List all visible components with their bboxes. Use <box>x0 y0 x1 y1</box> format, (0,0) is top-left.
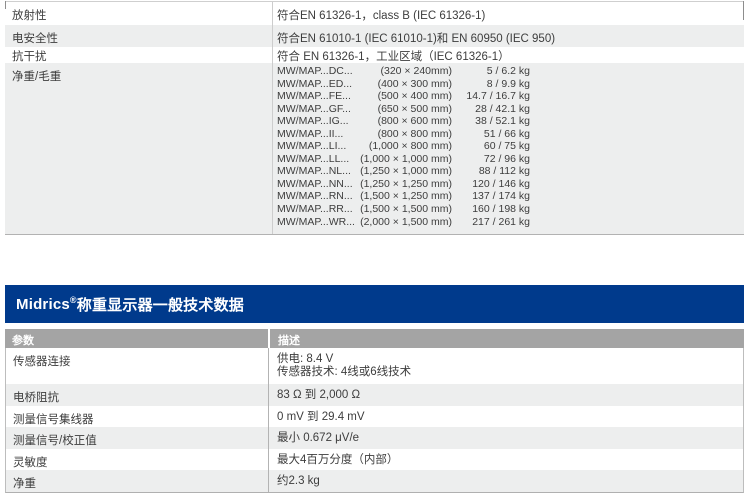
param-cell: 净重/毛重 <box>12 71 62 83</box>
model-size: (800 × 600 mm) <box>377 115 452 128</box>
model-size: (650 × 500 mm) <box>377 102 452 115</box>
desc-cell: 0 mV 到 29.4 mV <box>277 411 365 423</box>
model-weight-line: MW/MAP...ED... (400 × 300 mm) 8 / 9.9 kg <box>277 78 738 91</box>
desc-line: 传感器技术: 4线或6线技术 <box>277 366 412 378</box>
section-title-bar: Midrics ® 称重显示器一般技术数据 <box>5 285 744 323</box>
model-weight: 217 / 261 kg <box>472 215 530 228</box>
desc-cell: 最小 0.672 μV/e <box>277 432 360 444</box>
param-cell: 电安全性 <box>12 33 58 45</box>
table-row: 电桥阻抗 83 Ω 到 2,000 Ω <box>6 384 743 406</box>
param-cell: 放射性 <box>12 10 47 22</box>
table-row: 抗干扰 符合 EN 61326-1，工业区域（IEC 61326-1） <box>5 47 744 63</box>
table-row: 电安全性 符合EN 61010-1 (IEC 61010-1)和 EN 6095… <box>5 25 744 47</box>
param-cell: 传感器连接 <box>13 356 71 368</box>
upper-spec-table: 放射性 符合EN 61326-1，class B (IEC 61326-1) 电… <box>5 1 744 235</box>
model-size: (320 × 240mm) <box>380 65 453 77</box>
model-weight: 120 / 146 kg <box>472 177 530 190</box>
model-weight: 28 / 42.1 kg <box>475 102 530 115</box>
table-row: 放射性 符合EN 61326-1，class B (IEC 61326-1) <box>5 2 744 25</box>
model-name: MW/MAP...LL... <box>277 152 350 165</box>
table-row: 净重 约2.3 kg <box>6 470 743 492</box>
desc-cell: 符合EN 61326-1，class B (IEC 61326-1) <box>277 10 486 22</box>
model-weight: 72 / 96 kg <box>483 152 530 165</box>
column-divider <box>272 2 273 234</box>
model-name: MW/MAP...LI... <box>277 140 347 153</box>
model-name: MW/MAP...II... <box>277 127 344 140</box>
column-header-param: 参数 <box>12 335 34 347</box>
model-size: (400 × 300 mm) <box>377 77 452 90</box>
model-weight-line: MW/MAP...LL... (1,000 × 1,000 mm) 72 / 9… <box>277 153 738 166</box>
model-size: (2,000 × 1,500 mm) <box>360 215 452 228</box>
model-size: (1,000 × 1,000 mm) <box>360 152 452 165</box>
param-cell: 净重 <box>13 478 36 490</box>
model-weight-line: MW/MAP...NL... (1,250 × 1,000 mm) 88 / 1… <box>277 165 738 178</box>
desc-line: 供电: 8.4 V <box>277 353 334 365</box>
model-name: MW/MAP...NN... <box>277 177 353 190</box>
model-weight: 38 / 52.1 kg <box>475 115 530 128</box>
column-header-row: 参数 描述 <box>5 329 744 348</box>
weight-table-row: 净重/毛重 MW/MAP...DC... (320 × 240mm) 5 / 6… <box>5 63 744 234</box>
model-weight-line: MW/MAP...LI... (1,000 × 800 mm) 60 / 75 … <box>277 140 738 153</box>
model-weight-line: MW/MAP...IG... (800 × 600 mm) 38 / 52.1 … <box>277 115 738 128</box>
desc-cell: 83 Ω 到 2,000 Ω <box>277 389 361 401</box>
model-weight-line: MW/MAP...FE... (500 × 400 mm) 14.7 / 16.… <box>277 90 738 103</box>
param-cell: 抗干扰 <box>12 51 47 63</box>
model-weight-line: MW/MAP...II... (800 × 800 mm) 51 / 66 kg <box>277 128 738 141</box>
model-name: MW/MAP...WR... <box>277 215 355 228</box>
model-weight: 160 / 198 kg <box>472 203 530 216</box>
model-name: MW/MAP...NL... <box>277 165 351 178</box>
weight-list: MW/MAP...DC... (320 × 240mm) 5 / 6.2 kg … <box>272 63 744 234</box>
model-name: MW/MAP...DC... <box>277 65 353 77</box>
desc-cell: 供电: 8.4 V 传感器技术: 4线或6线技术 <box>268 348 743 384</box>
section-title-brand: Midrics <box>16 295 70 313</box>
desc-cell: 约2.3 kg <box>277 475 320 487</box>
model-weight-line: MW/MAP...WR... (2,000 × 1,500 mm) 217 / … <box>277 216 738 229</box>
table-row: 传感器连接 供电: 8.4 V 传感器技术: 4线或6线技术 <box>6 348 743 384</box>
model-weight: 137 / 174 kg <box>472 190 530 203</box>
model-weight-line: MW/MAP...RN... (1,500 × 1,250 mm) 137 / … <box>277 190 738 203</box>
model-weight: 51 / 66 kg <box>483 127 530 140</box>
lower-spec-table: 传感器连接 供电: 8.4 V 传感器技术: 4线或6线技术 电桥阻抗 83 Ω… <box>5 348 744 493</box>
model-weight: 88 / 112 kg <box>478 165 530 178</box>
desc-cell: 符合 EN 61326-1，工业区域（IEC 61326-1） <box>277 51 510 63</box>
param-cell: 灵敏度 <box>13 457 48 469</box>
column-header-desc: 描述 <box>268 329 744 348</box>
table-row: 测量信号集线器 0 mV 到 29.4 mV <box>6 406 743 427</box>
model-name: MW/MAP...GF... <box>277 102 351 115</box>
table-row: 测量信号/校正值 最小 0.672 μV/e <box>6 427 743 449</box>
model-size: (1,500 × 1,500 mm) <box>360 203 452 216</box>
model-weight: 60 / 75 kg <box>483 140 530 153</box>
model-weight: 5 / 6.2 kg <box>486 65 530 77</box>
model-weight-line: MW/MAP...NN... (1,250 × 1,250 mm) 120 / … <box>277 178 738 191</box>
section-title-text: 称重显示器一般技术数据 <box>76 296 244 314</box>
param-cell: 测量信号/校正值 <box>13 435 97 447</box>
model-name: MW/MAP...FE... <box>277 90 351 103</box>
param-cell: 测量信号集线器 <box>13 414 94 426</box>
model-size: (1,000 × 800 mm) <box>368 140 452 153</box>
table-row: 灵敏度 最大4百万分度（内部） <box>6 449 743 470</box>
column-divider <box>268 348 269 492</box>
model-name: MW/MAP...RN... <box>277 190 353 203</box>
model-weight-line: MW/MAP...DC... (320 × 240mm) 5 / 6.2 kg <box>277 65 738 78</box>
param-cell: 电桥阻抗 <box>13 392 59 404</box>
table-right-border-stub <box>743 1 744 20</box>
desc-cell: 最大4百万分度（内部） <box>277 454 399 466</box>
model-size: (1,250 × 1,250 mm) <box>360 177 452 190</box>
model-weight: 8 / 9.9 kg <box>486 77 530 90</box>
model-name: MW/MAP...ED... <box>277 77 353 90</box>
model-size: (500 × 400 mm) <box>377 90 452 103</box>
model-size: (800 × 800 mm) <box>377 127 452 140</box>
registered-trademark-symbol: ® <box>69 295 77 305</box>
model-name: MW/MAP...RR... <box>277 203 353 216</box>
model-weight-line: MW/MAP...GF... (650 × 500 mm) 28 / 42.1 … <box>277 103 738 116</box>
desc-cell: 符合EN 61010-1 (IEC 61010-1)和 EN 60950 (IE… <box>277 33 556 45</box>
table-left-border-stub <box>5 1 6 9</box>
model-size: (1,250 × 1,000 mm) <box>360 165 452 178</box>
model-name: MW/MAP...IG... <box>277 115 349 128</box>
model-size: (1,500 × 1,250 mm) <box>360 190 452 203</box>
model-weight: 14.7 / 16.7 kg <box>466 90 530 103</box>
model-weight-line: MW/MAP...RR... (1,500 × 1,500 mm) 160 / … <box>277 203 738 216</box>
